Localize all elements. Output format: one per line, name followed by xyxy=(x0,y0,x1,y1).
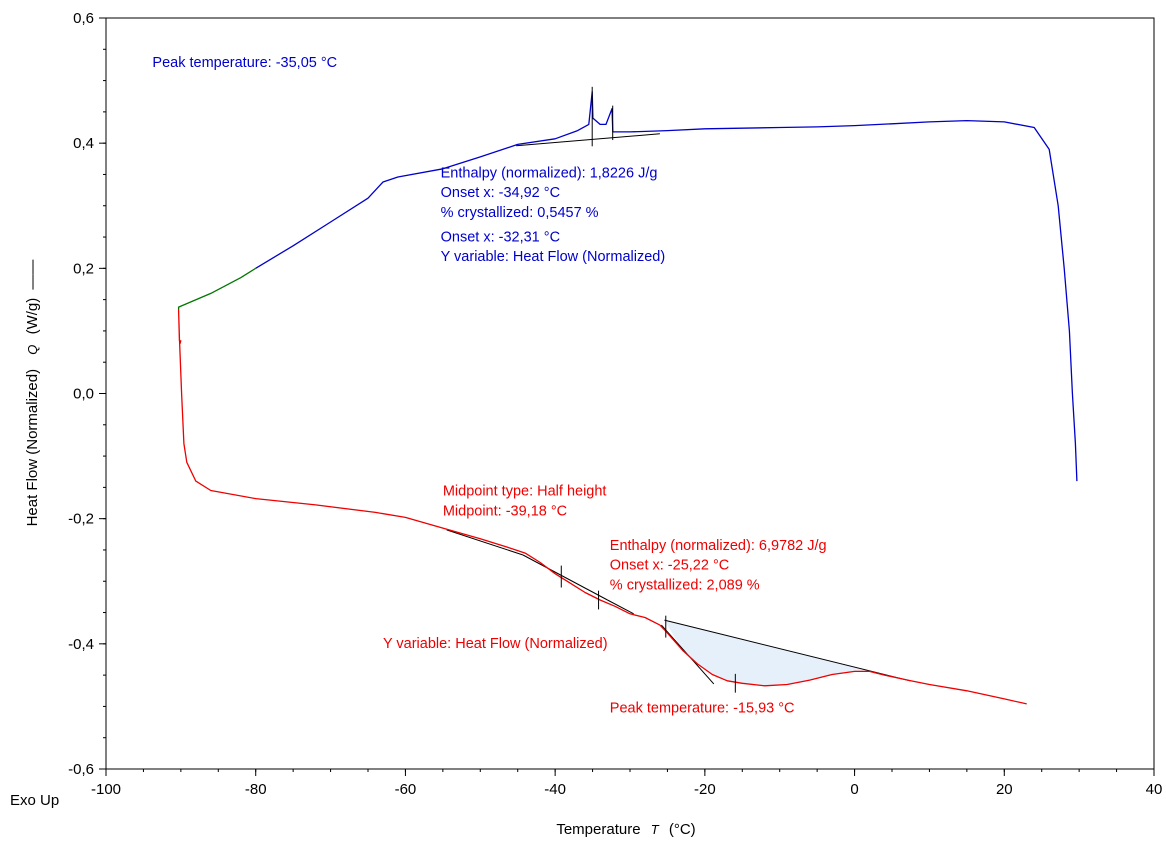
analysis-line xyxy=(516,133,660,147)
x-tick-label: 0 xyxy=(850,781,858,798)
series-lines xyxy=(177,91,1078,705)
x-tick-label: -60 xyxy=(395,781,417,798)
annotations: Peak temperature: -35,05 °C Enthalpy (nor… xyxy=(152,55,826,717)
analysis-lines xyxy=(446,133,911,685)
peak-fill-layer xyxy=(664,620,910,686)
annotation-label: Enthalpy (normalized): 6,9782 J/g xyxy=(610,538,827,554)
annotation-label: % crystallized: 0,5457 % xyxy=(441,205,599,221)
y-tick-label: -0,4 xyxy=(68,636,94,653)
annotation-label: Midpoint: -39,18 °C xyxy=(443,504,567,520)
x-axis-title: Temperature T (°C) xyxy=(556,821,695,838)
annotation-label: Onset x: -32,31 °C xyxy=(441,229,560,245)
y-tick-label: -0,2 xyxy=(68,511,94,528)
y-axis-unit: (W/g) xyxy=(24,298,41,335)
analysis-markers xyxy=(560,86,736,693)
x-tick-label: 20 xyxy=(996,781,1013,798)
annotation-label: Y variable: Heat Flow (Normalized) xyxy=(441,249,666,265)
annotation-label: Onset x: -25,22 °C xyxy=(610,557,729,573)
y-tick-labels: -0,6 -0,4 -0,2 0,0 0,2 0,4 0,6 xyxy=(68,10,94,778)
analysis-line xyxy=(607,599,634,615)
x-axis-symbol: T xyxy=(651,822,660,837)
annotation-label: Peak temperature: -15,93 °C xyxy=(610,701,795,717)
y-tick-label: 0,2 xyxy=(73,260,94,277)
peak-area-fill xyxy=(664,620,910,686)
x-tick-label: 40 xyxy=(1146,781,1163,798)
x-tick-label: -80 xyxy=(245,781,267,798)
major-ticks xyxy=(99,17,1155,776)
annotation-label: Peak temperature: -35,05 °C xyxy=(152,55,337,71)
series-line xyxy=(177,267,257,311)
analysis-line xyxy=(446,529,524,556)
annotation-label: Enthalpy (normalized): 1,8226 J/g xyxy=(441,166,658,182)
annotation-label: Y variable: Heat Flow (Normalized) xyxy=(383,636,608,652)
plot-area xyxy=(105,17,1155,770)
x-tick-label: -40 xyxy=(544,781,566,798)
y-axis-title: Heat Flow (Normalized) Q (W/g) —— xyxy=(24,260,41,527)
x-axis-unit: (°C) xyxy=(669,821,696,838)
series-line xyxy=(177,309,1027,705)
y-tick-label: 0,0 xyxy=(73,386,94,403)
annotation-label: Midpoint type: Half height xyxy=(443,484,607,500)
annotation-label: % crystallized: 2,089 % xyxy=(610,577,760,593)
annotation-label: Onset x: -34,92 °C xyxy=(441,185,560,201)
x-tick-labels: -100 -80 -60 -40 -20 0 20 40 xyxy=(91,781,1162,798)
x-tick-label: -100 xyxy=(91,781,121,798)
x-axis-title-text: Temperature xyxy=(556,821,640,838)
y-tick-label: 0,4 xyxy=(73,135,94,152)
y-axis-symbol: Q xyxy=(25,345,40,355)
y-axis-legend-swatch: —— xyxy=(24,260,41,290)
exo-up-label: Exo Up xyxy=(10,792,59,809)
y-tick-label: 0,6 xyxy=(73,10,94,27)
x-tick-label: -20 xyxy=(694,781,716,798)
y-tick-label: -0,6 xyxy=(68,761,94,778)
series-line xyxy=(255,91,1078,482)
y-axis-title-text: Heat Flow (Normalized) xyxy=(24,369,41,527)
analysis-line xyxy=(664,619,911,682)
analysis-line xyxy=(522,554,608,601)
